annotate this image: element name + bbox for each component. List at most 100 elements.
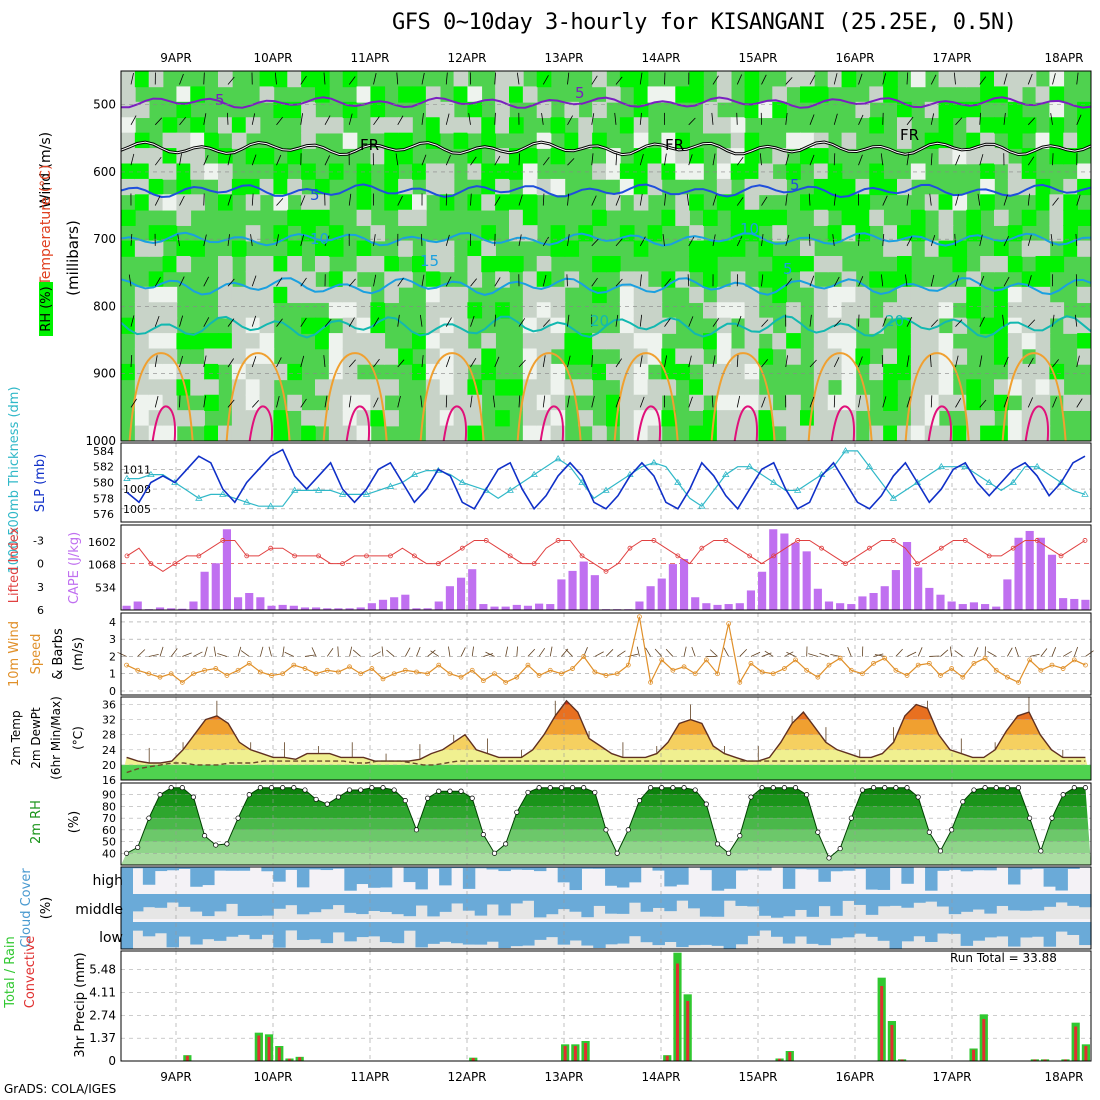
rh-cell — [647, 163, 663, 180]
cloud-bar — [853, 922, 867, 934]
thickness-point — [674, 478, 682, 485]
wind-barb — [979, 399, 987, 408]
rh-cell — [689, 379, 704, 396]
wind-barb — [203, 276, 209, 287]
precip-convective-bar — [257, 1035, 261, 1061]
thickness-point — [1033, 462, 1041, 470]
cape-bar — [468, 569, 477, 610]
rh-cell — [273, 425, 289, 441]
rh-cell — [841, 286, 857, 304]
rh-cell — [121, 163, 136, 180]
cloud-bar — [616, 922, 630, 944]
rh-cell — [550, 240, 566, 257]
rh2m-tick-label: 80 — [102, 800, 116, 813]
rh-cell — [356, 379, 372, 396]
rh-cell — [522, 163, 538, 180]
rh-cell — [827, 394, 843, 411]
rh-cell — [259, 286, 275, 304]
rh-cell — [1077, 394, 1091, 411]
wind-barb — [421, 154, 427, 166]
x-date-label-bottom: 14APR — [641, 1070, 680, 1084]
wind-barb — [723, 647, 729, 657]
rh-cell — [522, 317, 538, 334]
rh-cell — [121, 178, 136, 196]
rh2m-point — [514, 809, 520, 815]
rh-cell — [315, 333, 330, 350]
cloud-bar — [759, 867, 772, 871]
rh-cell — [994, 379, 1009, 396]
wind-barb — [949, 646, 953, 657]
cape-bar — [702, 603, 711, 610]
rh2m-point — [168, 785, 174, 791]
rh-cell — [1007, 117, 1023, 134]
rh-cell — [564, 333, 580, 350]
cloud-bar — [960, 894, 974, 912]
cloud-bar — [451, 867, 464, 869]
rh2m-point — [525, 789, 531, 795]
wind-barb — [193, 651, 203, 657]
cloud-bar — [379, 894, 393, 912]
wind-barb — [761, 74, 767, 85]
wind-barb — [819, 652, 830, 657]
lifted-point — [723, 538, 729, 543]
rh-cell — [1007, 317, 1023, 334]
temp-contour-25 — [225, 352, 291, 441]
rh-cell — [855, 101, 871, 119]
cape-bar — [546, 604, 555, 610]
thickness-point — [937, 462, 946, 470]
cloud-edge — [121, 867, 133, 949]
cloud-bar — [593, 922, 606, 949]
rh-cell — [245, 317, 261, 334]
rh-cell — [813, 256, 829, 273]
wind-speed-point — [135, 667, 141, 673]
cloud-bar — [1043, 894, 1057, 907]
rh-cell — [550, 333, 566, 350]
rh2m-point — [347, 787, 353, 793]
cape-bar — [1070, 598, 1079, 610]
rh-cell — [1063, 194, 1078, 211]
wind-barb — [930, 153, 933, 166]
wind-speed-point — [971, 660, 977, 666]
rh-cell — [425, 410, 441, 427]
wind-barb — [858, 276, 864, 287]
thickness-point — [554, 455, 562, 462]
rh-cell — [772, 101, 787, 119]
rh-cell — [467, 410, 483, 427]
wind-barb — [516, 646, 518, 657]
wind-speed-point — [1060, 666, 1066, 671]
wind-barb — [494, 314, 497, 327]
rh2m-point — [737, 833, 743, 839]
cape-bar — [155, 607, 165, 610]
rh-cell — [190, 363, 205, 381]
precip-legend-convective: Convective — [23, 936, 38, 1009]
wind-barb — [470, 395, 473, 408]
cloud-bar — [439, 867, 452, 886]
cloud-bar — [1055, 922, 1068, 932]
cloud-bar — [249, 922, 262, 940]
rh-cell — [689, 163, 704, 180]
wind-barb — [930, 74, 937, 85]
lifted-point — [148, 561, 154, 567]
cloud-bar — [202, 922, 215, 940]
cloud-bar — [1055, 894, 1068, 903]
wind-barb — [1076, 72, 1079, 85]
rh-cell — [689, 148, 704, 165]
rh-cell — [550, 425, 566, 441]
wind-barb — [567, 193, 570, 206]
rh-cell — [190, 379, 205, 396]
wind-barb — [549, 646, 553, 657]
wind-barb — [955, 117, 963, 126]
rh-cell — [592, 256, 607, 273]
rh-cell — [134, 163, 150, 180]
axis-labels: 9APR 10APR 11APR 12APR 13APR 14APR 15APR 16APR 1… — [160, 51, 1083, 65]
rh-cell — [412, 86, 427, 103]
wind-barb — [567, 72, 570, 85]
wind-speed-point — [213, 666, 219, 671]
rh-cell — [1049, 302, 1065, 319]
cape-bar — [969, 602, 979, 610]
x-date-label-bottom: 18APR — [1044, 1070, 1083, 1084]
rh-cell — [425, 348, 441, 365]
wind-barb — [397, 115, 404, 126]
rh-cell — [813, 86, 829, 103]
cloud-bar — [439, 922, 452, 942]
